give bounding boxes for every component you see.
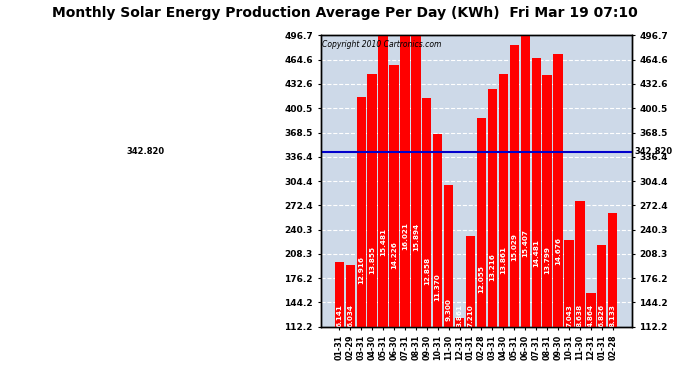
Text: 9.300: 9.300 [446, 298, 452, 321]
Text: 12.858: 12.858 [424, 256, 430, 285]
Bar [488, 89, 497, 375]
Bar [411, 24, 420, 375]
Bar [564, 240, 573, 375]
Text: 13.861: 13.861 [500, 246, 506, 274]
Text: 13.799: 13.799 [544, 246, 550, 274]
Bar [357, 97, 366, 375]
Bar [433, 134, 442, 375]
Text: 8.133: 8.133 [610, 304, 615, 327]
Text: Copyright 2010 Cartronics.com: Copyright 2010 Cartronics.com [322, 40, 442, 49]
Bar [531, 58, 541, 375]
Bar [389, 64, 399, 375]
Bar [597, 245, 607, 375]
Text: 6.826: 6.826 [599, 304, 605, 327]
Text: 13.216: 13.216 [489, 253, 495, 280]
Text: 11.370: 11.370 [435, 273, 441, 301]
Text: 7.043: 7.043 [566, 304, 572, 327]
Bar [499, 74, 508, 375]
Text: 12.916: 12.916 [358, 256, 364, 284]
Text: 13.855: 13.855 [369, 246, 375, 274]
Bar [422, 98, 431, 375]
Bar [575, 201, 584, 375]
Bar [520, 36, 530, 375]
Bar [444, 185, 453, 375]
Text: 12.055: 12.055 [478, 266, 484, 293]
Bar [335, 262, 344, 375]
Text: 16.021: 16.021 [402, 222, 408, 250]
Bar [400, 21, 410, 375]
Bar [586, 293, 595, 375]
Bar [346, 264, 355, 375]
Bar [477, 118, 486, 375]
Text: 14.481: 14.481 [533, 239, 539, 267]
Text: 14.676: 14.676 [555, 237, 561, 265]
Bar [510, 45, 519, 375]
Text: 14.226: 14.226 [391, 242, 397, 270]
Text: 15.481: 15.481 [380, 228, 386, 256]
Text: Monthly Solar Energy Production Average Per Day (KWh)  Fri Mar 19 07:10: Monthly Solar Energy Production Average … [52, 6, 638, 20]
Bar [378, 34, 388, 375]
Text: 4.864: 4.864 [588, 304, 594, 327]
Text: 6.034: 6.034 [347, 304, 353, 327]
Text: 15.029: 15.029 [511, 233, 518, 261]
Bar [608, 213, 618, 375]
Bar [455, 318, 464, 375]
Text: 342.820: 342.820 [127, 147, 165, 156]
Text: 342.820: 342.820 [635, 147, 673, 156]
Text: 8.638: 8.638 [577, 304, 583, 327]
Bar [542, 75, 552, 375]
Bar [553, 54, 563, 375]
Text: 15.407: 15.407 [522, 229, 529, 256]
Text: 3.861: 3.861 [457, 304, 462, 327]
Bar [466, 236, 475, 375]
Text: 7.210: 7.210 [468, 304, 473, 327]
Text: 15.894: 15.894 [413, 223, 419, 251]
Text: 6.141: 6.141 [336, 304, 342, 327]
Bar [368, 74, 377, 375]
